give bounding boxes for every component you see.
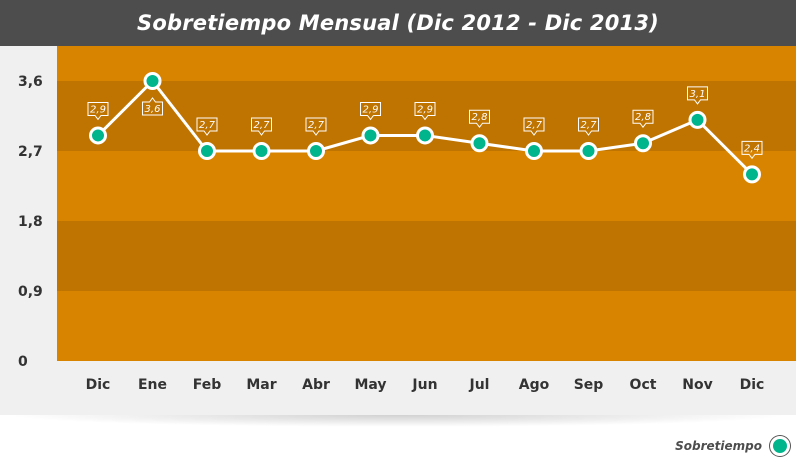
x-tick-label: Dic	[740, 377, 765, 393]
data-label: 2,7	[305, 117, 327, 136]
data-label: 2,8	[469, 109, 490, 129]
grid-band	[57, 221, 796, 291]
data-label: 2,7	[196, 117, 218, 136]
legend-label: Sobretiempo	[675, 439, 762, 453]
svg-text:3,1: 3,1	[690, 89, 706, 100]
data-point[interactable]	[307, 142, 325, 160]
data-label: 3,1	[687, 86, 708, 105]
x-tick-label: Abr	[302, 377, 330, 393]
y-tick-label: 0	[18, 354, 28, 370]
x-tick-label: Dic	[86, 377, 111, 393]
svg-text:3,6: 3,6	[145, 104, 161, 115]
svg-text:2,7: 2,7	[199, 120, 216, 131]
y-tick-label: 0,9	[18, 284, 43, 300]
data-point[interactable]	[634, 134, 652, 153]
grid-band	[57, 46, 796, 81]
data-label: 2,9	[87, 101, 109, 121]
x-tick-label: Jul	[469, 377, 490, 393]
svg-text:2,4: 2,4	[744, 143, 760, 154]
svg-text:2,8: 2,8	[635, 112, 651, 123]
data-label: 2,9	[360, 101, 381, 121]
data-label: 2,4	[741, 140, 763, 160]
data-label: 3,6	[142, 97, 163, 116]
x-tick-label: Feb	[193, 377, 222, 393]
data-point[interactable]	[143, 72, 162, 90]
x-tick-label: Jun	[411, 377, 437, 393]
x-tick-label: Oct	[630, 377, 657, 393]
x-tick-label: Ago	[519, 377, 550, 393]
svg-text:2,7: 2,7	[254, 120, 271, 131]
x-tick-label: Ene	[138, 377, 167, 393]
svg-text:2,9: 2,9	[363, 104, 379, 115]
data-label: 2,7	[251, 117, 272, 136]
legend: Sobretiempo	[675, 435, 790, 457]
x-tick-label: May	[354, 377, 386, 393]
data-label: 2,9	[414, 101, 436, 121]
grid-band	[57, 291, 796, 361]
data-point[interactable]	[579, 142, 598, 160]
svg-text:2,7: 2,7	[308, 120, 325, 131]
data-point[interactable]	[743, 165, 761, 184]
data-point[interactable]	[688, 110, 707, 129]
data-label: 2,7	[523, 117, 545, 136]
x-tick-label: Mar	[246, 377, 276, 393]
y-tick-label: 3,6	[18, 74, 43, 90]
legend-marker-icon	[770, 436, 790, 456]
svg-text:2,7: 2,7	[526, 120, 543, 131]
title-bar: Sobretiempo Mensual (Dic 2012 - Dic 2013…	[0, 0, 796, 46]
svg-text:2,9: 2,9	[417, 104, 433, 115]
svg-text:2,9: 2,9	[90, 104, 106, 115]
data-point[interactable]	[416, 126, 434, 145]
x-tick-label: Sep	[574, 377, 604, 393]
x-tick-label: Nov	[682, 377, 712, 393]
data-point[interactable]	[89, 126, 107, 145]
svg-text:2,7: 2,7	[581, 120, 598, 131]
chart-title: Sobretiempo Mensual (Dic 2012 - Dic 2013…	[137, 11, 659, 35]
data-label: 2,7	[578, 117, 599, 136]
y-tick-label: 2,7	[18, 144, 43, 160]
data-point[interactable]	[252, 142, 271, 160]
data-point[interactable]	[361, 126, 380, 145]
data-point[interactable]	[470, 134, 489, 153]
data-label: 2,8	[632, 109, 654, 129]
grid-band	[57, 151, 796, 221]
data-point[interactable]	[525, 142, 543, 160]
svg-text:2,8: 2,8	[472, 112, 488, 123]
y-tick-label: 1,8	[18, 214, 43, 230]
panel-shadow	[6, 415, 790, 427]
data-point[interactable]	[198, 142, 216, 160]
